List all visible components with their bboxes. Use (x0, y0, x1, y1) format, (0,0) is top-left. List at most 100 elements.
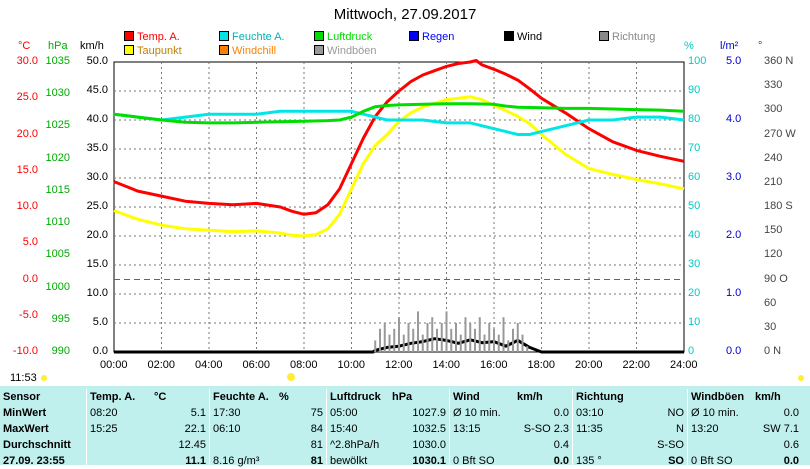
axis-tick-label: 0.0 (92, 345, 108, 357)
stats-cell: 22.1 (184, 423, 206, 435)
stats-cell: 75 (310, 407, 323, 419)
axis-tick-label: 300 (764, 103, 783, 116)
stats-cell: 27.09. 23:55 (3, 455, 65, 467)
sun-icon (798, 375, 804, 381)
stats-cell: S-SO (657, 439, 684, 451)
axis-tick-label: 25.0 (86, 200, 108, 212)
x-tick-label: 24:00 (670, 359, 698, 371)
stats-cell: 84 (310, 423, 323, 435)
stats-cell: SO (668, 455, 684, 467)
axis-tick-label: 25.0 (16, 91, 38, 104)
stats-cell: 1027.9 (412, 407, 446, 419)
stats-cell: ^2.8hPa/h (326, 437, 389, 453)
legend-swatch (409, 31, 419, 41)
legend-swatch (314, 31, 324, 41)
x-tick-label: 22:00 (622, 359, 651, 371)
axis-tick-label: 990 (51, 345, 70, 357)
legend-item: Richtung (599, 31, 655, 43)
stats-cell: 11.1 (185, 455, 206, 467)
stats-row: 27.09. 23:55 11.1 8.16 g/m³ 81 bewölkt 1030.1… (0, 453, 802, 469)
axis-tick-label: 995 (51, 312, 70, 325)
axis-title-wind: km/h (80, 40, 104, 52)
stats-cell: 06:10 (209, 421, 276, 437)
legend-label: Windchill (232, 45, 277, 57)
axis-tick-label: 1005 (45, 248, 70, 261)
stats-cell: 11:35 (572, 421, 631, 437)
legend-swatch (219, 45, 229, 55)
stats-cell: 13:15 (449, 421, 514, 437)
series-line-feuchte-a- (113, 109, 685, 136)
stats-row: MaxWert 15:25 22.1 06:10 84 15:40 1032.5 13:15 S… (0, 421, 802, 437)
axis-tick-label: 15.0 (16, 163, 38, 176)
stats-header: hPa (392, 391, 413, 403)
axis-tick-label: 120 (764, 248, 783, 261)
stats-header: Temp. A. (86, 389, 151, 405)
stats-cell: 81 (310, 439, 323, 451)
stats-header: % (279, 391, 289, 403)
sun-icon (287, 373, 295, 381)
legend-swatch (504, 31, 514, 41)
legend-label: Windböen (327, 45, 377, 57)
axis-tick-label: 90 (688, 84, 701, 96)
legend-label: Richtung (612, 31, 656, 43)
axis-tick-label: 60 (764, 296, 777, 309)
x-tick-label: 00:00 (100, 359, 128, 371)
axis-tick-label: 80 (688, 113, 701, 125)
stats-header: Sensor (3, 391, 41, 403)
axis-tick-label: 0 (688, 345, 695, 357)
stats-cell: 8.16 g/m³ (209, 453, 276, 469)
stats-cell: 03:10 (572, 405, 631, 421)
axis-tick-label: 5.0 (726, 55, 742, 67)
stats-header: °C (154, 391, 167, 403)
stats-cell: 0.0 (783, 407, 799, 419)
axis-tick-label: 10.0 (16, 200, 38, 212)
axis-tick-label: -10.0 (12, 345, 38, 357)
stats-cell: SW 7.1 (762, 423, 799, 435)
axis-tick-label: 2.0 (726, 229, 742, 241)
axis-tick-label: 1020 (45, 151, 70, 164)
axis-tick-label: 0.0 (22, 272, 38, 285)
sun-icon (41, 375, 47, 381)
stats-header: km/h (755, 391, 781, 403)
axis-title-temperature: °C (18, 40, 31, 52)
axis-tick-label: 50 (688, 200, 701, 212)
x-tick-label: 04:00 (195, 359, 223, 371)
legend-label: Temp. A. (137, 31, 180, 43)
stats-header: Richtung (572, 389, 631, 405)
stats-cell: 12.45 (178, 439, 206, 451)
stats-row: MinWert 08:20 5.1 17:30 75 05:00 1027.9 Ø 10 mi… (0, 405, 802, 421)
stats-cell (86, 437, 151, 453)
axis-tick-label: 360 N (764, 55, 794, 67)
axis-tick-label: 3.0 (726, 171, 742, 183)
legend-item: Luftdruck (314, 31, 372, 43)
stats-cell: 5.1 (190, 407, 206, 419)
stats-header: Feuchte A. (209, 389, 276, 405)
stats-cell: 17:30 (209, 405, 276, 421)
axis-title-pressure: hPa (48, 40, 68, 52)
stats-header: Wind (449, 389, 514, 405)
series-line-temp-a- (113, 59, 685, 216)
x-tick-label: 18:00 (527, 359, 556, 371)
stats-table: Sensor Temp. A. °C Feuchte A. % Luftdruc… (0, 389, 802, 469)
chart-title: Mittwoch, 27.09.2017 (333, 6, 477, 23)
stats-panel: Sensor Temp. A. °C Feuchte A. % Luftdruc… (0, 386, 810, 469)
legend-label: Regen (422, 31, 455, 43)
stats-header: km/h (517, 391, 543, 403)
legend-swatch (124, 45, 134, 55)
legend-item: Windböen (314, 45, 377, 57)
axis-tick-label: 4.0 (726, 113, 742, 125)
legend-item: Windchill (219, 45, 276, 57)
stats-cell: 13:20 (687, 421, 752, 437)
stats-cell: 1030.1 (412, 455, 446, 467)
stats-cell: MaxWert (3, 423, 49, 435)
axis-title-humidity: % (684, 40, 694, 52)
axis-tick-label: 1010 (45, 216, 70, 229)
axis-tick-label: 5.0 (92, 316, 108, 328)
chart-plot (113, 59, 685, 354)
stats-cell: 1032.5 (412, 423, 446, 435)
legend-item: Temp. A. (124, 31, 180, 43)
axis-tick-label: 50.0 (86, 55, 108, 67)
x-tick-label: 06:00 (242, 359, 271, 371)
axis-tick-label: 60 (688, 171, 701, 183)
x-tick-label: 20:00 (575, 359, 603, 371)
